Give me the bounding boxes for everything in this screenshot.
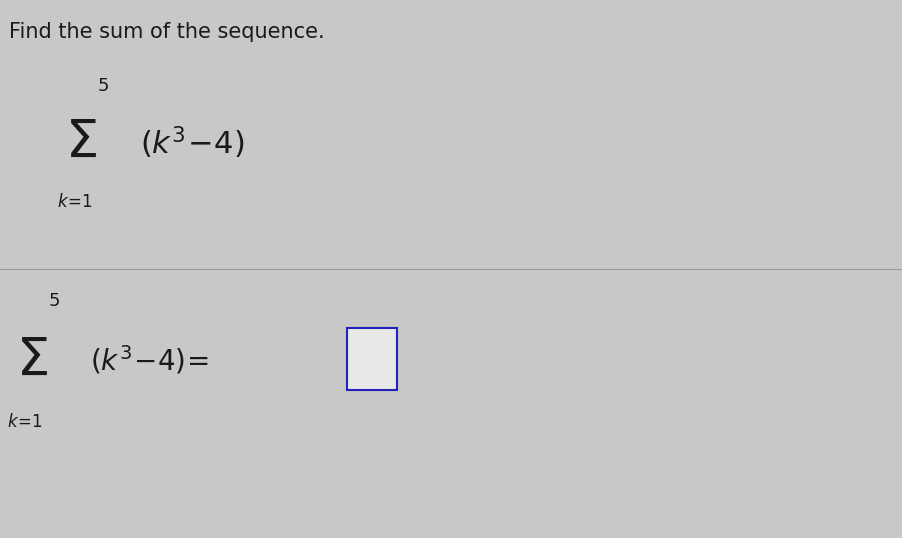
Text: $\Sigma$: $\Sigma$	[65, 117, 97, 168]
Bar	[347, 328, 397, 390]
Text: $k\!=\!1$: $k\!=\!1$	[57, 193, 93, 211]
Text: 5: 5	[49, 292, 60, 310]
Text: Find the sum of the sequence.: Find the sum of the sequence.	[9, 22, 325, 41]
Text: $\Sigma$: $\Sigma$	[15, 335, 48, 386]
Text: 5: 5	[98, 77, 109, 95]
Text: $(k^3\!-\!4)$: $(k^3\!-\!4)$	[140, 124, 244, 161]
Text: $k\!=\!1$: $k\!=\!1$	[7, 413, 43, 431]
Text: $(k^3\!-\!4)\!=\!$: $(k^3\!-\!4)\!=\!$	[90, 344, 209, 377]
